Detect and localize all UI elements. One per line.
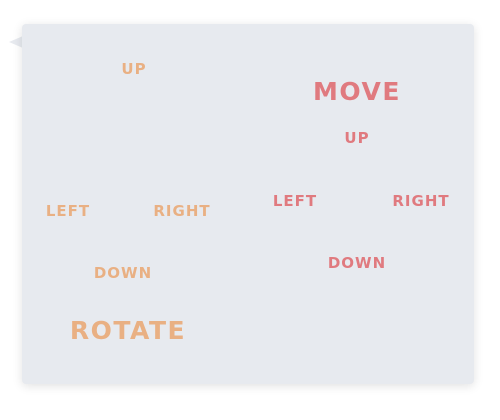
move-left-label: LEFT <box>272 192 318 210</box>
move-title: MOVE <box>313 77 401 106</box>
move-down-label: DOWN <box>327 254 387 272</box>
move-right-label: RIGHT <box>392 192 450 210</box>
rotate-down-label: DOWN <box>93 264 153 282</box>
panel-pointer <box>9 36 23 48</box>
rotate-right-label: RIGHT <box>153 202 211 220</box>
rotate-up-label: UP <box>121 60 147 78</box>
move-up-label: UP <box>344 129 370 147</box>
controls-panel <box>22 24 474 384</box>
rotate-title: ROTATE <box>69 316 187 345</box>
rotate-left-label: LEFT <box>45 202 91 220</box>
